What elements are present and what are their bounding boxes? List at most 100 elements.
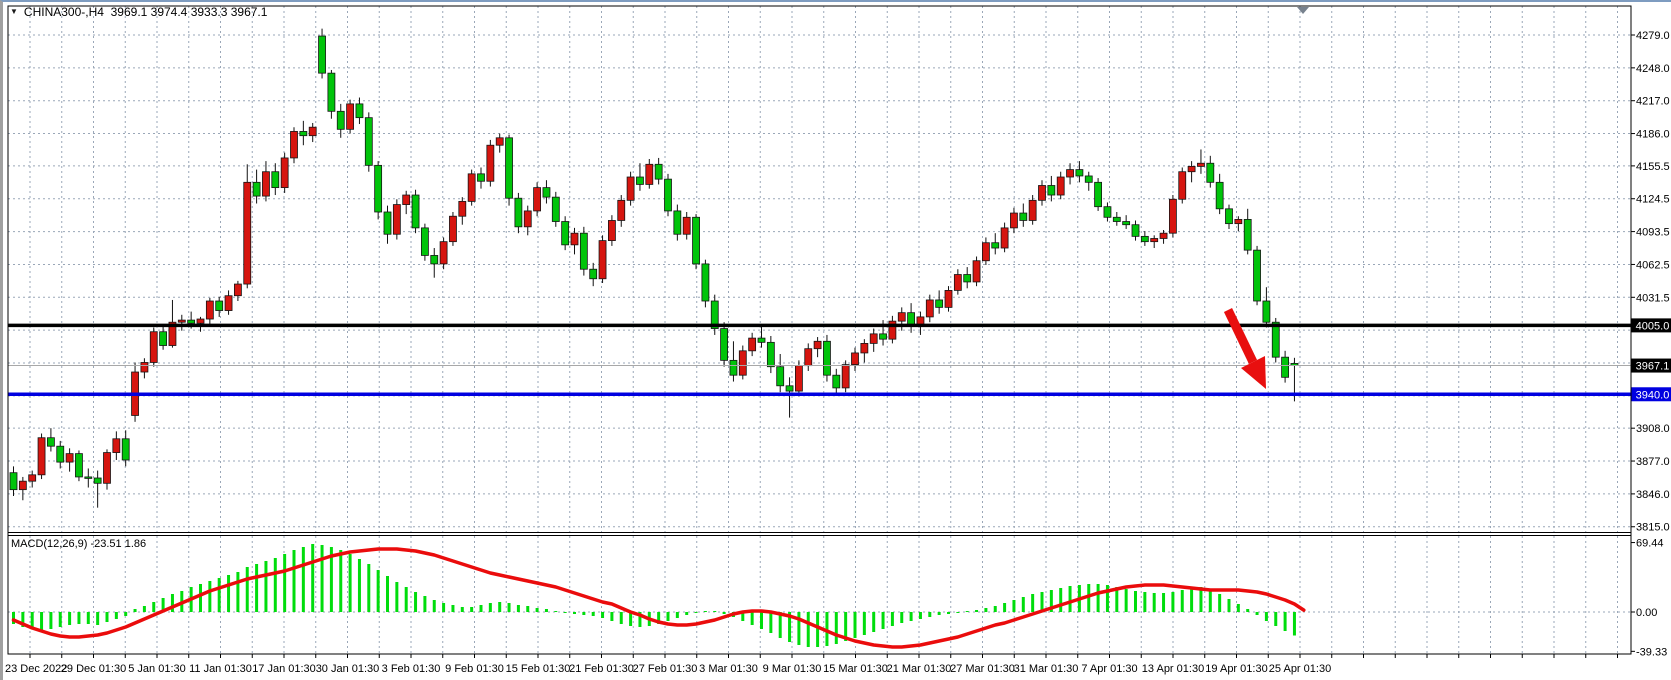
candle-bullish (140, 362, 149, 373)
price-axis-label: 3846.0 (1636, 489, 1670, 501)
time-axis-label: 9 Feb 01:30 (445, 663, 504, 675)
candle-bearish (336, 110, 345, 130)
candle-bearish (776, 366, 785, 387)
candle-bullish (224, 295, 233, 311)
candle-bearish (9, 472, 18, 491)
macd-axis-label: -39.33 (1636, 646, 1667, 658)
candle-bullish (1187, 166, 1196, 173)
candle-bearish (159, 331, 168, 346)
time-axis-label: 3 Feb 01:30 (382, 663, 441, 675)
candle-bearish (355, 103, 364, 119)
candle-bullish (813, 340, 822, 350)
time-axis-label: 30 Jan 01:30 (316, 663, 380, 675)
candle-bearish (84, 476, 93, 479)
candle-bullish (626, 176, 635, 201)
candle-bearish (1047, 185, 1056, 196)
candle-bearish (1122, 221, 1131, 226)
trend-arrow[interactable] (1223, 308, 1266, 389)
macd-indicator-label: MACD(12,26,9) -23.51 1.86 (11, 538, 147, 550)
candle-bearish (589, 268, 598, 280)
candle-bullish (617, 199, 626, 221)
candle-bullish (1028, 199, 1037, 221)
candle-bearish (1206, 162, 1215, 183)
candle-bearish (551, 196, 560, 222)
price-axis-label: 3908.0 (1636, 423, 1670, 435)
price-axis-label: 3877.0 (1636, 456, 1670, 468)
candle-bullish (467, 173, 476, 202)
candle-bearish (1281, 356, 1289, 378)
candle-bearish (963, 274, 972, 283)
candle-bearish (47, 437, 55, 447)
candle-bullish (1000, 227, 1009, 249)
chart-title: CHINA300-,H4 3969.1 3974.4 3933.3 3967.1 (23, 5, 268, 19)
candle-bearish (299, 131, 308, 137)
candle-bullish (953, 274, 962, 291)
time-axis-label: 25 Apr 01:30 (1269, 663, 1331, 675)
candle-bullish (177, 319, 186, 323)
candle-bullish (449, 215, 457, 243)
candle-bullish (18, 480, 27, 491)
candle-bullish (748, 337, 757, 352)
candle-bullish (243, 181, 252, 285)
time-axis-label: 3 Mar 01:30 (699, 663, 758, 675)
candle-bearish (411, 194, 420, 229)
time-axis-label: 7 Apr 01:30 (1081, 663, 1137, 675)
candle-bullish (402, 194, 411, 205)
candle-bearish (430, 255, 439, 265)
candle-bearish (121, 438, 130, 461)
price-badge: 4005.0 (1631, 318, 1671, 333)
candle-bullish (233, 283, 242, 297)
candle-bullish (1178, 171, 1187, 200)
macd-pane (11, 544, 1306, 649)
candle-bullish (1150, 238, 1159, 243)
candle-bearish (1253, 249, 1261, 302)
candle-bearish (93, 477, 102, 484)
time-axis-label: 13 Apr 01:30 (1142, 663, 1204, 675)
candle-bullish (168, 321, 177, 346)
candle-bullish (523, 210, 532, 228)
chart-shift-marker-icon[interactable] (1297, 7, 1309, 14)
price-badge-text: 4005.0 (1636, 320, 1670, 332)
candle-bullish (1066, 169, 1074, 178)
candle-bearish (327, 72, 336, 112)
candle-bullish (290, 131, 298, 159)
time-axis-label: 27 Feb 01:30 (633, 663, 698, 675)
price-axis-label: 4093.5 (1636, 227, 1670, 239)
grid (8, 6, 1631, 654)
candle-bullish (888, 320, 897, 340)
time-axis-label: 19 Apr 01:30 (1205, 663, 1267, 675)
candle-bullish (1038, 185, 1046, 201)
macd-axis-label: 0.00 (1636, 607, 1657, 619)
candle-bearish (935, 299, 944, 308)
price-axis-label: 4155.5 (1636, 161, 1670, 173)
time-axis-label: 9 Mar 01:30 (763, 663, 822, 675)
candle-bullish (1234, 219, 1243, 225)
candle-bullish (570, 232, 579, 246)
price-axis-label: 3815.0 (1636, 522, 1670, 534)
time-axis-label: 21 Mar 01:30 (887, 663, 952, 675)
candle-bullish (869, 333, 878, 344)
candle-bullish (860, 343, 869, 354)
candle-bearish (75, 453, 83, 478)
candle-bearish (1140, 235, 1149, 243)
candle-bullish (645, 163, 654, 185)
candle-bearish (505, 137, 513, 199)
candle-bearish (56, 445, 65, 463)
candle-bearish (785, 385, 794, 392)
price-axis-label: 4186.0 (1636, 129, 1670, 141)
symbol-dropdown-icon[interactable]: ▼ (10, 7, 18, 16)
candle-bearish (187, 319, 196, 324)
candle-bearish (1019, 212, 1028, 221)
candle-bearish (832, 374, 841, 389)
candle-bullish (533, 187, 541, 212)
candle-bullish (1197, 162, 1205, 167)
time-axis-label: 17 Jan 01:30 (252, 663, 316, 675)
chart-canvas[interactable]: 4279.0 4248.0 4217.0 4186.0 4155.5 4124.5 4093… (3, 2, 1671, 680)
candle-bullish (262, 171, 270, 197)
candle-bearish (364, 117, 373, 166)
candle-bullish (598, 240, 607, 280)
candle-bullish (925, 299, 934, 318)
candle-bearish (1262, 300, 1271, 323)
candle-bearish (710, 300, 719, 329)
candle-bullish (28, 474, 37, 482)
